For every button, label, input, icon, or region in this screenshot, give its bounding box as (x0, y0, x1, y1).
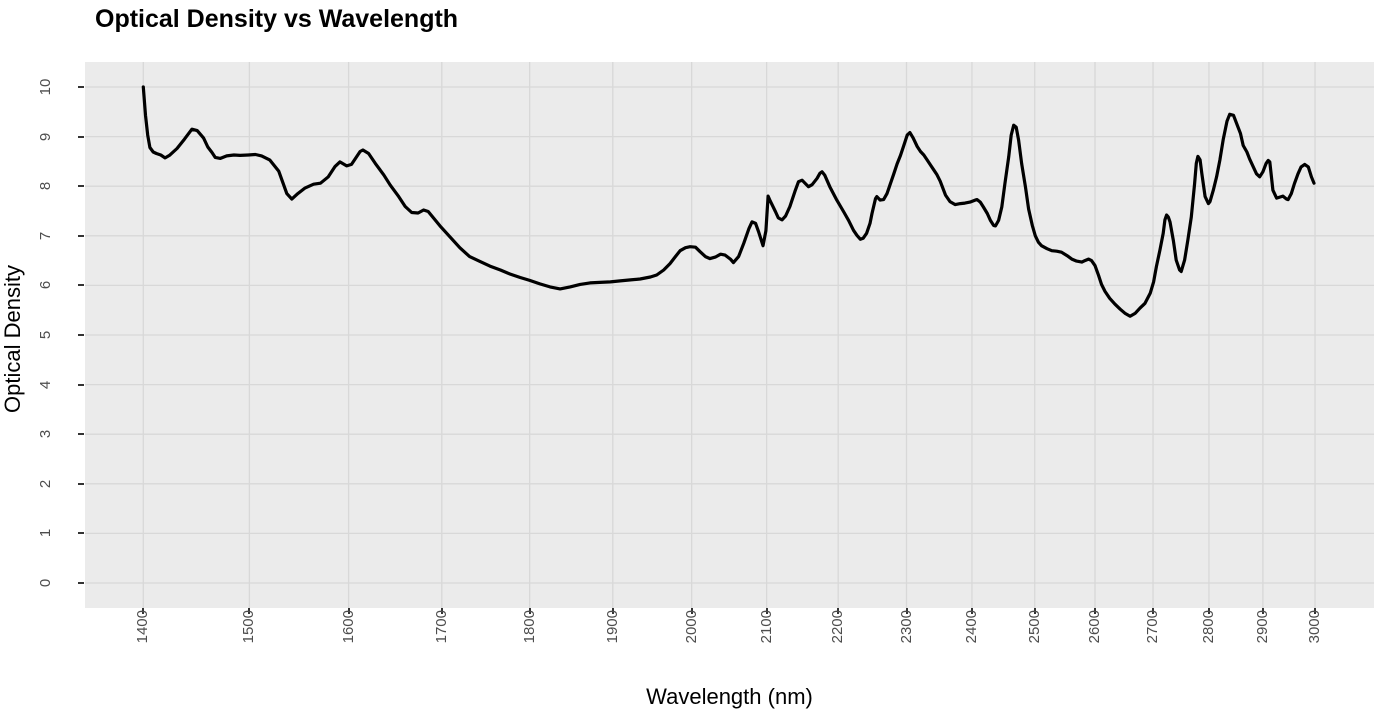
x-tick-mark (1094, 608, 1096, 614)
y-axis-title: Optical Density (0, 265, 25, 413)
y-tick-label: 8 (37, 182, 54, 191)
x-tick-mark (905, 608, 908, 614)
x-tick-mark (1261, 608, 1264, 614)
x-tick-mark (765, 608, 768, 614)
x-tick-label: 1800 (520, 610, 538, 644)
y-tick-mark (78, 383, 84, 386)
x-tick-mark (837, 608, 840, 614)
x-tick-mark (528, 608, 531, 614)
y-tick-mark (78, 482, 84, 485)
y-tick-label: 10 (37, 78, 54, 96)
y-tick-label: 6 (37, 281, 54, 290)
chart-title: Optical Density vs Wavelength (95, 5, 459, 33)
y-tick-label: 9 (37, 132, 54, 141)
y-tick-mark (78, 582, 84, 584)
x-tick-label: 3000 (1306, 610, 1324, 644)
y-tick-label: 4 (37, 380, 54, 389)
plot-panel (85, 62, 1374, 608)
y-tick-mark (78, 532, 84, 535)
x-tick-label: 2100 (757, 610, 775, 644)
x-tick-label: 2400 (962, 610, 980, 644)
x-tick-mark (248, 608, 251, 614)
x-tick-label: 2700 (1144, 610, 1162, 644)
y-tick-label: 2 (37, 479, 54, 488)
y-tick-label: 3 (37, 430, 54, 439)
y-tick-mark (78, 433, 84, 436)
x-tick-label: 1500 (240, 610, 258, 644)
y-tick-mark (78, 185, 84, 188)
x-tick-label: 1600 (339, 610, 357, 644)
x-tick-mark (1314, 608, 1317, 614)
x-tick-label: 1900 (603, 610, 621, 644)
x-tick-mark (1033, 608, 1036, 614)
data-line (141, 85, 1316, 318)
x-tick-label: 1400 (134, 610, 152, 644)
y-tick-label: 7 (37, 231, 54, 240)
y-tick-label: 1 (37, 529, 54, 538)
x-tick-mark (347, 608, 350, 614)
x-tick-label: 1700 (432, 610, 450, 644)
x-axis-title: Wavelength (nm) (646, 684, 813, 709)
x-tick-mark (142, 608, 145, 614)
x-tick-mark (690, 608, 693, 614)
y-tick-label: 5 (37, 330, 54, 340)
x-tick-label: 2600 (1086, 610, 1103, 644)
y-tick-mark (78, 334, 84, 336)
x-tick-mark (611, 608, 614, 614)
x-tick-label: 2900 (1253, 610, 1271, 644)
y-tick-mark (78, 135, 84, 138)
y-tick-mark (78, 86, 84, 88)
y-tick-mark (78, 284, 84, 287)
x-tick-mark (1152, 608, 1155, 614)
x-tick-mark (440, 608, 443, 614)
x-tick-label: 2200 (829, 610, 847, 644)
x-tick-label: 2800 (1199, 610, 1217, 644)
x-tick-label: 2300 (897, 610, 915, 644)
x-tick-mark (1207, 608, 1210, 614)
x-tick-label: 2000 (682, 610, 700, 644)
plot-area-svg (85, 62, 1374, 608)
y-tick-mark (78, 234, 84, 237)
x-tick-mark (970, 608, 973, 614)
y-tick-label: 0 (37, 578, 54, 588)
x-tick-label: 2500 (1025, 610, 1043, 644)
